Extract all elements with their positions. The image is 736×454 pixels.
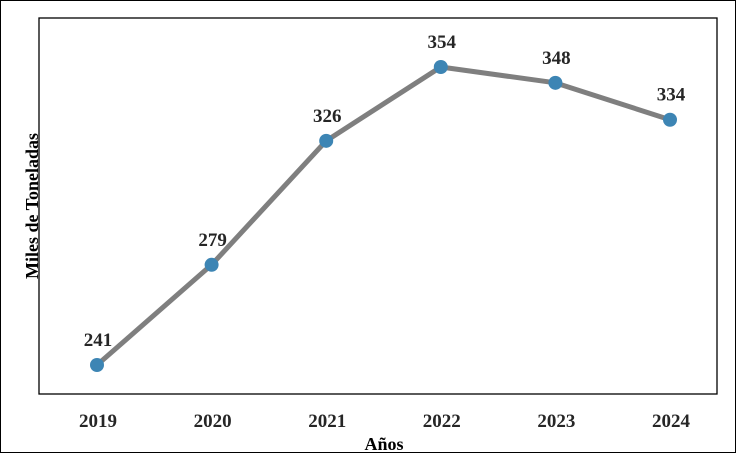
data-label-2022: 354 — [428, 32, 457, 53]
x-tick-label-2021: 2021 — [308, 411, 346, 432]
x-tick-label-2022: 2022 — [423, 411, 461, 432]
series-layer — [90, 60, 677, 372]
x-tick-label-2019: 2019 — [79, 411, 117, 432]
data-point-2021 — [319, 133, 334, 148]
data-label-2021: 326 — [313, 106, 342, 127]
x-axis-title: Años — [364, 434, 403, 454]
data-point-2020 — [204, 257, 219, 272]
data-label-2024: 334 — [657, 85, 686, 106]
data-label-2020: 279 — [198, 230, 227, 251]
y-axis-title: Miles de Toneladas — [22, 133, 42, 279]
x-tick-label-2024: 2024 — [652, 411, 691, 432]
data-point-2019 — [90, 358, 104, 372]
data-label-2019: 241 — [84, 330, 113, 351]
data-point-2024 — [663, 112, 677, 127]
data-point-2022 — [433, 60, 448, 74]
x-tick-layer: 2019 2020 2021 2022 2023 2024 — [79, 411, 691, 432]
x-tick-label-2023: 2023 — [537, 411, 575, 432]
plot-area — [38, 17, 718, 395]
data-label-2023: 348 — [542, 48, 571, 69]
series-line — [95, 64, 671, 367]
data-label-layer: 241 279 326 354 348 334 — [84, 32, 686, 351]
data-point-2023 — [548, 75, 563, 90]
x-tick-label-2020: 2020 — [194, 411, 232, 432]
